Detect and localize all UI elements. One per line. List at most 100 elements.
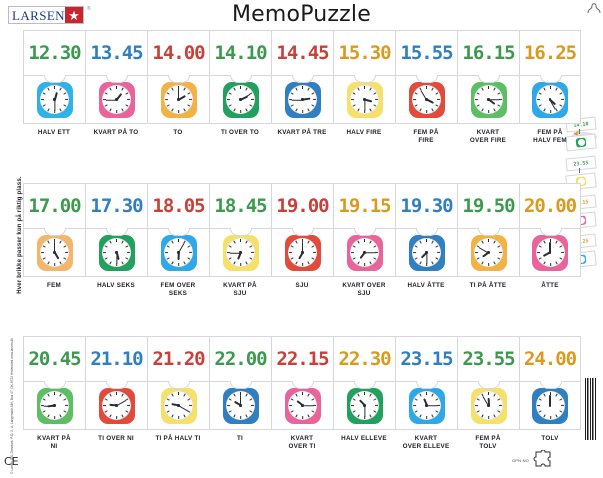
puzzle-tile[interactable]: 21.20 TI PÅ HALV TI: [147, 336, 209, 442]
clock-face: [350, 391, 379, 420]
analog-clock-tile[interactable]: [23, 382, 85, 430]
analog-clock-tile[interactable]: [395, 229, 457, 277]
puzzle-tile[interactable]: 15.30 HALV FIRE: [333, 30, 395, 136]
analog-clock-tile[interactable]: [519, 76, 581, 124]
mini-example-pair: 23.55: [565, 155, 602, 191]
digital-time-tile[interactable]: 19.50: [457, 183, 519, 229]
digital-time-tile[interactable]: 19.15: [333, 183, 395, 229]
puzzle-tile[interactable]: 14.45 KVART PÅ TRE: [271, 30, 333, 136]
puzzle-tile[interactable]: 23.55 FEM PÅ TOLV: [457, 336, 519, 450]
clock-face: [412, 238, 441, 267]
digital-time-tile[interactable]: 19.30: [395, 183, 457, 229]
clock-tick: [42, 92, 46, 95]
digital-time-tile[interactable]: 14.10: [209, 30, 271, 76]
puzzle-tile[interactable]: 16.25 FEM PÅ HALV FEM: [519, 30, 581, 144]
puzzle-tile[interactable]: 20.45 KVART PÅ NI: [23, 336, 85, 450]
digital-time-tile[interactable]: 23.55: [457, 336, 519, 382]
analog-clock-tile[interactable]: [209, 76, 271, 124]
digital-time-tile[interactable]: 22.30: [333, 336, 395, 382]
puzzle-tile[interactable]: 17.00 FEM: [23, 183, 85, 289]
puzzle-tile[interactable]: 21.10 TI OVER NI: [85, 336, 147, 442]
digital-time-tile[interactable]: 12.30: [23, 30, 85, 76]
digital-time-tile[interactable]: 24.00: [519, 336, 581, 382]
analog-clock-tile[interactable]: [209, 229, 271, 277]
analog-clock-tile[interactable]: [85, 76, 147, 124]
analog-clock-tile[interactable]: [271, 76, 333, 124]
analog-clock-tile[interactable]: [519, 229, 581, 277]
analog-clock-tile[interactable]: [457, 76, 519, 124]
analog-clock-tile[interactable]: [395, 76, 457, 124]
digital-time-tile[interactable]: 19.00: [271, 183, 333, 229]
digital-time-tile[interactable]: 17.30: [85, 183, 147, 229]
clock-center-pin: [425, 98, 428, 101]
analog-clock-tile[interactable]: [271, 229, 333, 277]
digital-time-tile[interactable]: 15.30: [333, 30, 395, 76]
digital-time-tile[interactable]: 22.15: [271, 336, 333, 382]
puzzle-tile[interactable]: 19.50 TI PÅ ÅTTE: [457, 183, 519, 289]
analog-clock-tile[interactable]: [23, 229, 85, 277]
digital-time-tile[interactable]: 13.45: [85, 30, 147, 76]
puzzle-tile[interactable]: 22.30 HALV ELLEVE: [333, 336, 395, 442]
digital-time-tile[interactable]: 21.10: [85, 336, 147, 382]
analog-clock-tile[interactable]: [147, 229, 209, 277]
puzzle-tile[interactable]: 22.15 KVART OVER TI: [271, 336, 333, 450]
analog-clock-tile[interactable]: [147, 76, 209, 124]
digital-time-tile[interactable]: 22.00: [209, 336, 271, 382]
analog-clock-tile[interactable]: [333, 382, 395, 430]
analog-clock-tile[interactable]: [395, 382, 457, 430]
minute-hand: [53, 99, 56, 111]
digital-time-tile[interactable]: 18.05: [147, 183, 209, 229]
analog-clock-tile[interactable]: [333, 229, 395, 277]
puzzle-tile[interactable]: 19.15 KVART OVER SJU: [333, 183, 395, 297]
puzzle-tile[interactable]: 24.00 TOLV: [519, 336, 581, 442]
clock-tick: [125, 104, 129, 107]
analog-clock-tile[interactable]: [147, 382, 209, 430]
puzzle-tile[interactable]: 19.30 HALV ÅTTE: [395, 183, 457, 289]
analog-clock-tile[interactable]: [333, 76, 395, 124]
clock-tick: [188, 98, 193, 101]
analog-clock-tile[interactable]: [271, 382, 333, 430]
analog-clock-tile[interactable]: [85, 382, 147, 430]
puzzle-tile[interactable]: 14.00 TO: [147, 30, 209, 136]
digital-time-tile[interactable]: 16.25: [519, 30, 581, 76]
puzzle-tile[interactable]: 15.55 FEM PÅ FIRE: [395, 30, 457, 144]
puzzle-tile[interactable]: 12.30 HALV ETT: [23, 30, 85, 136]
puzzle-tile[interactable]: 19.00 SJU: [271, 183, 333, 289]
clock-tick: [289, 251, 293, 254]
digital-time-tile[interactable]: 23.15: [395, 336, 457, 382]
digital-time-tile[interactable]: 14.00: [147, 30, 209, 76]
analog-clock-tile[interactable]: [519, 382, 581, 430]
puzzle-tile[interactable]: 18.45 KVART PÅ SJU: [209, 183, 271, 297]
clock-icon: [532, 234, 568, 271]
logo-badge: ★: [64, 7, 83, 23]
time-word-label: KVART PÅ TO: [93, 129, 139, 136]
clock-tick: [493, 414, 496, 418]
puzzle-tile[interactable]: 13.45 KVART PÅ TO: [85, 30, 147, 136]
clock-tick: [357, 261, 360, 265]
analog-clock-tile[interactable]: [85, 229, 147, 277]
analog-clock-tile[interactable]: [209, 382, 271, 430]
analog-clock-tile[interactable]: [457, 382, 519, 430]
digital-time-tile[interactable]: 18.45: [209, 183, 271, 229]
clock-tick: [559, 104, 562, 107]
digital-time-tile[interactable]: 16.15: [457, 30, 519, 76]
puzzle-tile[interactable]: 22.00 TI: [209, 336, 271, 442]
puzzle-tile[interactable]: 18.05 FEM OVER SEKS: [147, 183, 209, 297]
clock-face: [226, 238, 255, 267]
puzzle-tile[interactable]: 16.15 KVART OVER FIRE: [457, 30, 519, 144]
digital-time-tile[interactable]: 21.20: [147, 336, 209, 382]
digital-time-tile[interactable]: 14.45: [271, 30, 333, 76]
digital-time-tile[interactable]: 20.00: [519, 183, 581, 229]
puzzle-tile[interactable]: 20.00 ÅTTE: [519, 183, 581, 289]
analog-clock-tile[interactable]: [457, 229, 519, 277]
clock-tick: [352, 104, 356, 107]
digital-time-tile[interactable]: 20.45: [23, 336, 85, 382]
analog-clock-tile[interactable]: [23, 76, 85, 124]
clock-tick: [352, 245, 356, 248]
digital-time-tile[interactable]: 15.55: [395, 30, 457, 76]
digital-time-tile[interactable]: 17.00: [23, 183, 85, 229]
puzzle-tile[interactable]: 17.30 HALV SEKS: [85, 183, 147, 289]
puzzle-tile[interactable]: 23.15 KVART OVER ELLEVE: [395, 336, 457, 450]
puzzle-tile[interactable]: 14.10 TI OVER TO: [209, 30, 271, 136]
clock-tick: [538, 104, 541, 107]
